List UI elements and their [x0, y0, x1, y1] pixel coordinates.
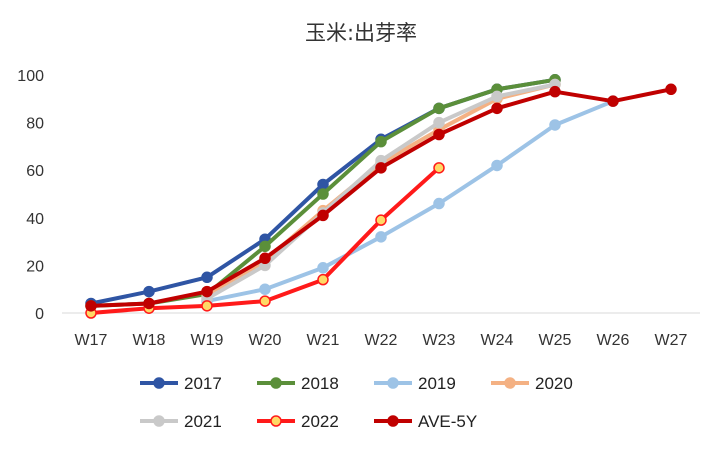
data-point [375, 214, 387, 226]
data-point [433, 128, 445, 141]
legend-swatch-marker [153, 377, 165, 389]
series-line [205, 82, 557, 301]
y-tick-label: 80 [26, 116, 44, 133]
data-point [85, 300, 97, 312]
data-point [491, 102, 503, 115]
axes: 0 20 40 60 80 100 W17 W18 W19 W20 W21 W22 W23 W24 W25 W… [17, 68, 700, 349]
legend: 2017 2018 2019 2020 2021 2022 AVE-5Y [140, 374, 573, 431]
legend-label: 2017 [184, 374, 222, 393]
y-tick-label: 0 [35, 306, 44, 323]
data-point [317, 273, 329, 286]
legend-swatch-marker [270, 415, 282, 427]
legend-label: 2019 [418, 374, 456, 393]
y-tick-label: 60 [26, 163, 44, 180]
y-tick-label: 40 [26, 211, 44, 228]
legend-item: 2018 [257, 374, 339, 393]
y-tick-label: 100 [17, 68, 44, 85]
data-point [143, 285, 155, 298]
series-line [89, 87, 673, 308]
legend-item: 2017 [140, 374, 222, 393]
y-tick-label: 20 [26, 258, 44, 275]
legend-swatch-marker [153, 415, 165, 427]
data-point [433, 162, 445, 174]
data-point [433, 102, 445, 115]
data-point [433, 197, 445, 210]
series-2021 [201, 78, 561, 305]
x-tick-label: W27 [655, 332, 688, 349]
data-point [201, 300, 213, 312]
legend-swatch-marker [270, 377, 282, 389]
x-tick-label: W23 [423, 332, 456, 349]
data-point [317, 178, 329, 191]
data-point [201, 285, 213, 298]
x-tick-label: W17 [75, 332, 108, 349]
series-line [205, 82, 557, 299]
data-point [433, 116, 445, 129]
data-point [317, 188, 329, 200]
series-ave-5y [85, 83, 677, 312]
data-point [491, 159, 503, 172]
data-point [491, 90, 503, 103]
legend-label: AVE-5Y [418, 412, 477, 431]
x-tick-label: W18 [133, 332, 166, 349]
data-point [375, 231, 387, 243]
data-point [317, 262, 329, 274]
legend-swatch-marker [387, 415, 399, 427]
legend-label: 2021 [184, 412, 222, 431]
x-tick-label: W24 [481, 332, 514, 349]
data-point [317, 209, 329, 222]
series-line [205, 99, 615, 304]
data-point [143, 297, 155, 310]
series-2020 [201, 78, 561, 303]
series-2019 [201, 95, 619, 307]
x-tick-label: W19 [191, 332, 224, 349]
data-point [549, 85, 561, 98]
data-point [201, 271, 213, 284]
x-tick-label: W22 [365, 332, 398, 349]
x-tick-label: W21 [307, 332, 340, 349]
legend-item: 2019 [374, 374, 456, 393]
x-tick-label: W26 [597, 332, 630, 349]
data-point [549, 119, 561, 131]
legend-item: 2021 [140, 412, 222, 431]
legend-item: 2022 [257, 412, 339, 431]
x-tick-label: W25 [539, 332, 572, 349]
legend-swatch-marker [387, 377, 399, 389]
data-point [375, 162, 387, 174]
data-point [259, 240, 271, 253]
data-point [259, 283, 271, 295]
legend-item: AVE-5Y [374, 412, 477, 431]
series-layer [85, 74, 677, 319]
data-point [259, 252, 271, 265]
legend-label: 2022 [301, 412, 339, 431]
legend-label: 2018 [301, 374, 339, 393]
legend-label: 2020 [535, 374, 573, 393]
data-point [665, 83, 677, 96]
legend-swatch-marker [504, 377, 516, 389]
data-point [259, 295, 271, 307]
chart-title: 玉米:出芽率 [305, 21, 417, 45]
legend-item: 2020 [491, 374, 573, 393]
data-point [607, 95, 619, 107]
data-point [375, 135, 387, 148]
x-tick-label: W20 [249, 332, 282, 349]
